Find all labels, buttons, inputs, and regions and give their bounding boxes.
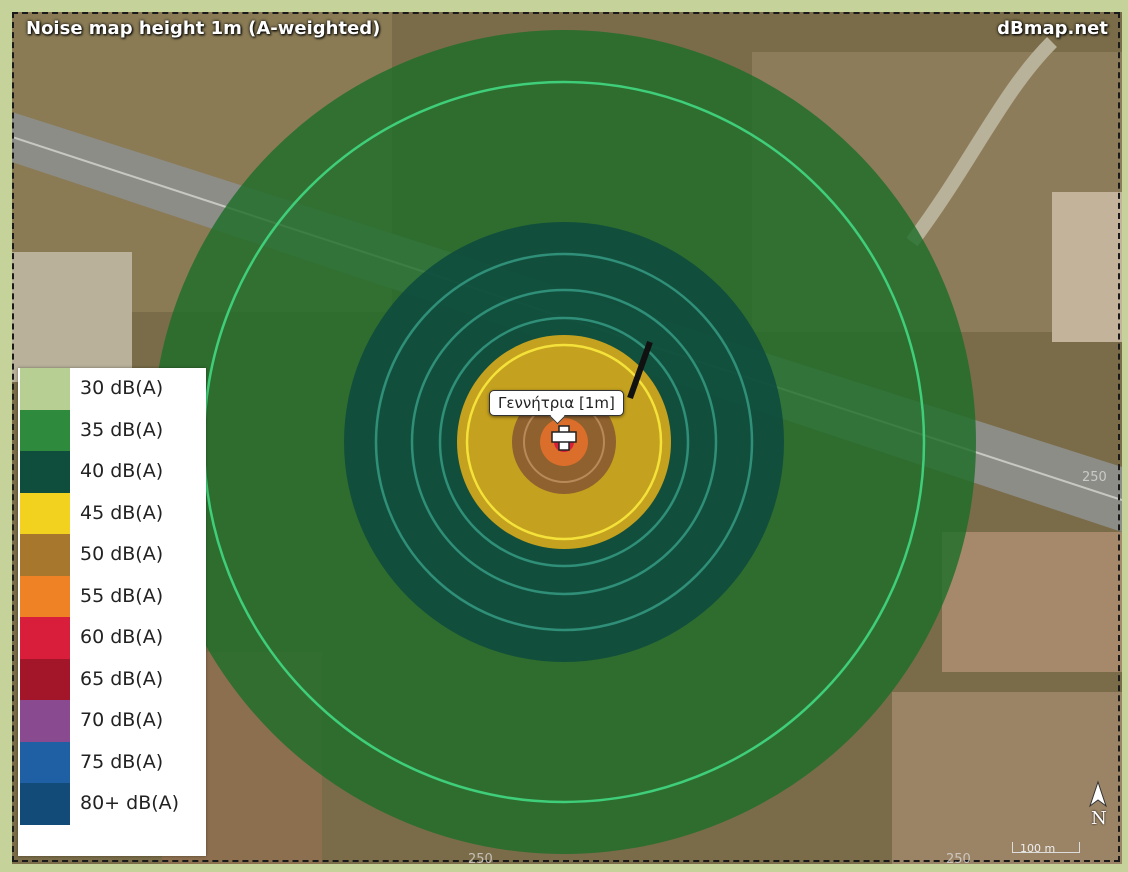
legend-label: 75 dB(A): [80, 750, 164, 773]
legend-swatch: [20, 451, 70, 493]
legend-item: 55 dB(A): [18, 575, 206, 617]
grid-label: 250: [1082, 470, 1107, 485]
noise-source-icon[interactable]: [551, 425, 577, 451]
legend-item: 80+ dB(A): [18, 783, 206, 825]
legend-label: 60 dB(A): [80, 626, 164, 648]
legend-item: 70 dB(A): [18, 700, 206, 742]
legend: 30 dB(A) 35 dB(A) 40 dB(A) 45 dB(A) 50 d…: [18, 368, 206, 856]
contour-ring: [374, 252, 754, 632]
legend-swatch: [20, 700, 70, 742]
north-label: N: [1091, 808, 1107, 829]
legend-label: 35 dB(A): [80, 418, 164, 441]
legend-label: 45 dB(A): [80, 501, 164, 524]
contour-ring: [465, 343, 663, 541]
legend-item: 50 dB(A): [18, 534, 206, 576]
field-patch: [1052, 192, 1122, 342]
legend-swatch: [20, 368, 70, 410]
legend-label: 30 dB(A): [80, 377, 164, 399]
field-patch: [12, 252, 132, 382]
grid-label: 250: [468, 852, 493, 867]
barrier-line: [627, 340, 653, 400]
noise-map[interactable]: [12, 12, 1122, 864]
legend-label: 50 dB(A): [80, 543, 164, 565]
legend-label: 55 dB(A): [80, 584, 164, 607]
legend-item: 30 dB(A): [18, 368, 206, 410]
legend-swatch: [20, 741, 70, 783]
legend-label: 40 dB(A): [80, 460, 164, 482]
legend-label: 70 dB(A): [80, 709, 164, 731]
legend-label: 65 dB(A): [80, 667, 164, 690]
legend-swatch: [20, 783, 70, 825]
north-arrow-icon: [1089, 780, 1107, 808]
field-patch: [892, 692, 1122, 864]
map-title: Noise map height 1m (A-weighted): [26, 18, 381, 39]
legend-swatch: [20, 575, 70, 617]
legend-swatch: [20, 409, 70, 451]
legend-item: 35 dB(A): [18, 409, 206, 451]
contour-ring: [410, 288, 718, 596]
legend-item: 60 dB(A): [18, 617, 206, 659]
legend-item: 40 dB(A): [18, 451, 206, 493]
source-tooltip[interactable]: Γεννήτρια [1m]: [489, 390, 624, 416]
attribution-label[interactable]: dBmap.net: [997, 18, 1108, 39]
legend-swatch: [20, 658, 70, 700]
legend-swatch: [20, 534, 70, 576]
legend-item: 45 dB(A): [18, 492, 206, 534]
field-patch: [942, 532, 1122, 672]
contour-ring: [438, 316, 690, 568]
legend-label: 80+ dB(A): [80, 792, 180, 814]
legend-swatch: [20, 492, 70, 534]
grid-label: 250: [946, 852, 971, 867]
legend-item: 75 dB(A): [18, 741, 206, 783]
map-graphics: [12, 12, 1122, 864]
legend-swatch: [20, 617, 70, 659]
scale-label: 100 m: [1020, 842, 1056, 855]
side-road: [906, 37, 1057, 247]
scale-bar: [1012, 842, 1080, 853]
legend-item: 65 dB(A): [18, 658, 206, 700]
